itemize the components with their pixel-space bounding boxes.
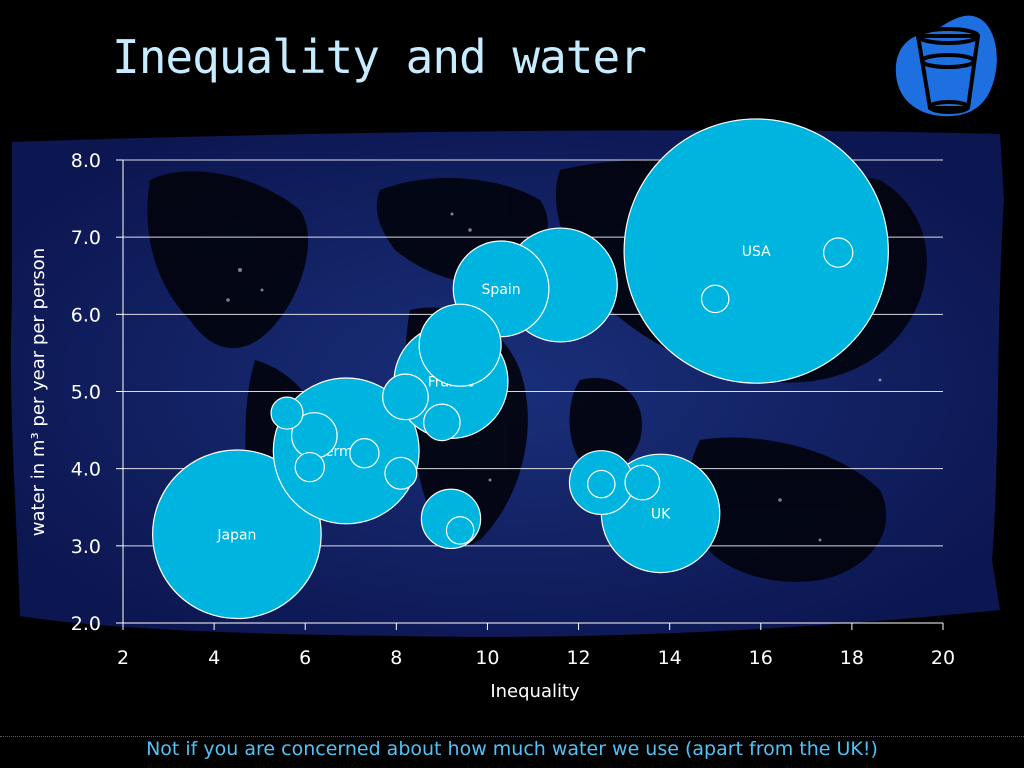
bubble-label: USA <box>742 244 771 260</box>
bubble-point <box>700 284 730 314</box>
x-tick-label: 6 <box>299 647 311 669</box>
y-tick-label: 2.0 <box>71 613 101 635</box>
y-axis-title: water in m³ per year per person <box>28 248 49 536</box>
x-tick-label: 8 <box>390 647 402 669</box>
x-tick-label: 16 <box>749 647 773 669</box>
x-tick-label: 14 <box>658 647 682 669</box>
x-tick-label: 2 <box>117 647 129 669</box>
x-tick-label: 10 <box>475 647 499 669</box>
bubble-point <box>445 516 475 545</box>
bubble-point <box>294 451 325 483</box>
bubble-point <box>349 438 380 469</box>
tick-labels: 2.0 3.0 4.0 5.0 6.0 7.0 8.0 2 4 6 8 10 12 14 16 18 20 <box>71 150 955 669</box>
bubble-point <box>423 403 461 442</box>
y-tick-label: 3.0 <box>71 536 101 558</box>
footer-divider <box>0 736 1024 737</box>
y-tick-label: 4.0 <box>71 459 101 481</box>
bubble-chart: USAJapanGermanyUKFranceSpain 2.03.04.05.… <box>10 118 1004 702</box>
bubble-point <box>152 449 322 620</box>
footer-caption: Not if you are concerned about how much … <box>146 738 878 760</box>
bubble-point <box>382 373 429 421</box>
x-tick-label: 4 <box>208 647 220 669</box>
y-tick-label: 7.0 <box>71 227 101 249</box>
y-tick-label: 8.0 <box>71 150 101 172</box>
x-axis-title: Inequality <box>490 681 580 702</box>
y-tick-label: 5.0 <box>71 382 101 404</box>
bubble-label: Spain <box>482 282 521 298</box>
bubble-point <box>270 396 304 430</box>
x-tick-label: 20 <box>931 647 955 669</box>
bubble-point <box>587 469 616 499</box>
axes <box>116 159 944 630</box>
bubble-point <box>823 237 854 268</box>
bubble-point <box>418 303 502 387</box>
bubbles: USAJapanGermanyUKFranceSpain <box>152 118 889 620</box>
bubble-label: Japan <box>216 527 256 543</box>
bubble-point <box>623 118 889 384</box>
bubble-point <box>624 464 661 501</box>
x-tick-label: 12 <box>566 647 590 669</box>
bubble-point <box>384 456 418 490</box>
x-tick-label: 18 <box>840 647 864 669</box>
bubble-label: UK <box>651 506 671 522</box>
y-tick-label: 6.0 <box>71 304 101 326</box>
slide-title: Inequality and water <box>112 30 647 84</box>
water-glass-icon <box>895 15 997 117</box>
